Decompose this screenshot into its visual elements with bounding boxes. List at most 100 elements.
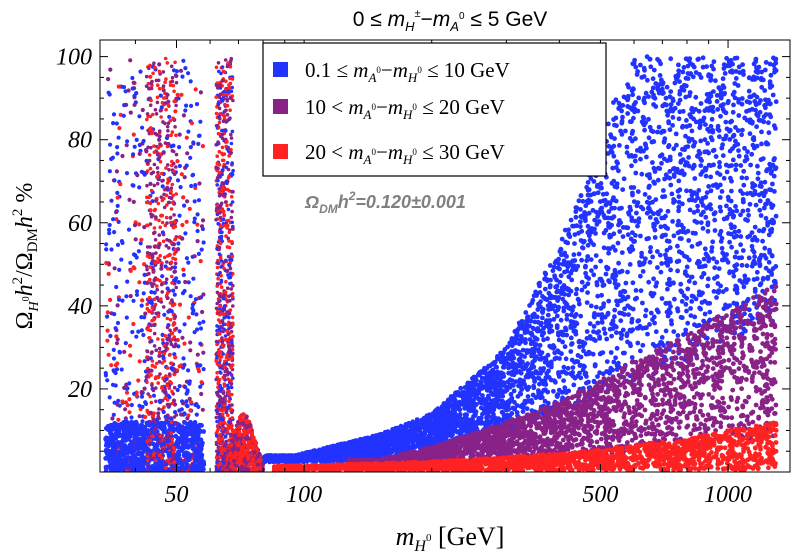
scatter-point (161, 424, 167, 430)
scatter-point (115, 151, 120, 156)
scatter-point (129, 402, 134, 408)
scatter-point (230, 189, 234, 194)
scatter-point (140, 107, 145, 113)
scatter-point (717, 164, 722, 170)
scatter-point (222, 114, 227, 118)
scatter-point (124, 390, 130, 395)
scatter-point (162, 460, 167, 464)
scatter-point (646, 195, 652, 201)
scatter-point (175, 159, 180, 164)
scatter-point (215, 154, 219, 158)
scatter-point (158, 467, 164, 472)
scatter-point (111, 112, 117, 117)
scatter-point (173, 261, 178, 266)
scatter-point (146, 369, 150, 373)
scatter-point (545, 312, 551, 318)
scatter-point (149, 373, 153, 377)
scatter-point (140, 456, 145, 462)
scatter-point (121, 85, 127, 90)
scatter-point (215, 183, 219, 187)
scatter-point (154, 199, 158, 203)
scatter-point (188, 340, 193, 345)
scatter-point (147, 295, 152, 300)
scatter-point (188, 294, 193, 299)
scatter-point (162, 151, 166, 155)
scatter-point (172, 219, 177, 224)
data-points (103, 54, 779, 472)
scatter-point (115, 190, 120, 195)
scatter-point (110, 416, 115, 421)
scatter-point (197, 321, 202, 326)
scatter-point (198, 463, 204, 468)
scatter-point (698, 212, 704, 218)
scatter-point (170, 159, 174, 164)
scatter-point (143, 311, 148, 316)
scatter-point (165, 92, 169, 96)
scatter-point (139, 303, 144, 308)
scatter-point (113, 363, 118, 368)
scatter-point (658, 269, 664, 275)
scatter-point (104, 242, 109, 247)
scatter-point (235, 447, 240, 452)
scatter-point (112, 400, 117, 405)
scatter-point (227, 174, 231, 179)
scatter-point (180, 236, 185, 241)
scatter-point (237, 453, 242, 458)
scatter-point (145, 380, 149, 385)
scatter-point (214, 165, 218, 169)
scatter-point (174, 422, 178, 426)
scatter-point (165, 254, 170, 258)
scatter-point (228, 443, 234, 448)
scatter-point (128, 268, 133, 273)
scatter-point (139, 169, 144, 174)
scatter-point (226, 427, 230, 431)
scatter-point (222, 408, 226, 412)
scatter-point (164, 417, 169, 421)
scatter-point (169, 466, 174, 471)
scatter-point (221, 391, 226, 396)
scatter-point (144, 74, 149, 79)
scatter-point (114, 217, 119, 222)
scatter-point (171, 453, 176, 457)
scatter-point (116, 428, 122, 434)
scatter-point (165, 383, 170, 388)
scatter-point (115, 303, 120, 308)
scatter-point (215, 123, 220, 128)
scatter-point (150, 306, 155, 310)
scatter-point (166, 99, 171, 104)
scatter-point (148, 166, 153, 171)
scatter-point (643, 307, 649, 313)
scatter-point (149, 400, 154, 405)
scatter-point (547, 301, 553, 306)
scatter-point (173, 237, 177, 242)
scatter-point (229, 203, 233, 207)
scatter-point (133, 469, 139, 472)
scatter-point (174, 103, 178, 108)
scatter-point (230, 356, 234, 361)
scatter-point (140, 419, 145, 424)
scatter-point (114, 284, 119, 290)
scatter-point (719, 145, 725, 151)
scatter-point (215, 282, 220, 286)
scatter-point (731, 102, 736, 108)
scatter-point (186, 315, 191, 320)
scatter-point (230, 295, 235, 299)
scatter-point (220, 99, 225, 103)
scatter-point (117, 126, 122, 131)
scatter-point (118, 182, 123, 187)
scatter-point (119, 239, 124, 244)
scatter-point (648, 245, 653, 250)
scatter-point (165, 181, 170, 185)
scatter-point (131, 448, 137, 453)
scatter-point (163, 121, 167, 126)
scatter-point (230, 254, 235, 259)
scatter-point (216, 61, 221, 65)
scatter-point (128, 58, 133, 63)
scatter-point (196, 366, 201, 371)
scatter-point (154, 251, 158, 255)
scatter-point (221, 296, 226, 301)
scatter-point (227, 245, 232, 250)
scatter-point (192, 199, 197, 204)
scatter-point (180, 335, 185, 340)
scatter-point (114, 341, 120, 346)
